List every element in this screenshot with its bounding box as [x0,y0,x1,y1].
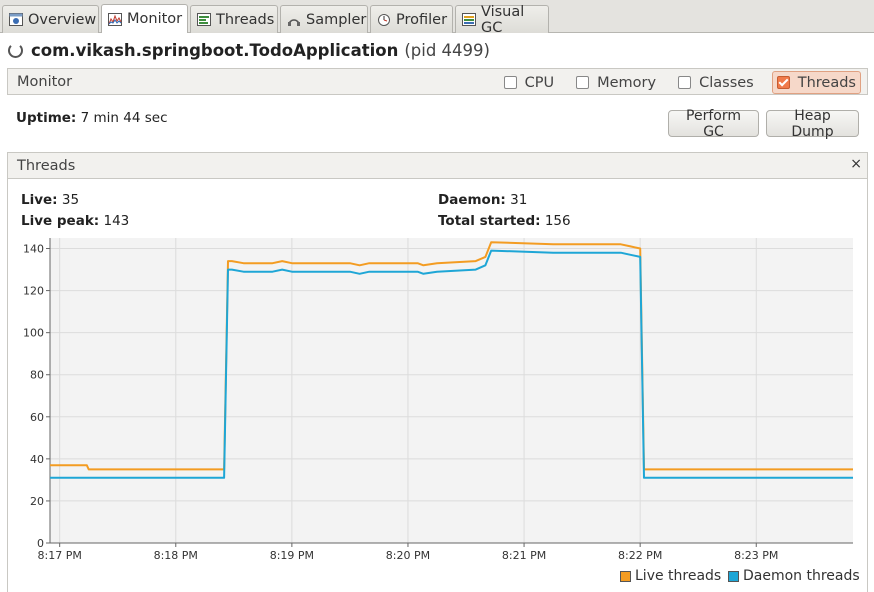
checkbox-label: CPU [524,74,555,91]
tab-overview[interactable]: Overview [2,5,99,33]
profiler-icon [378,14,390,26]
tab-sampler[interactable]: Sampler [280,5,368,33]
daemon-threads-stat: Daemon: 31 [438,192,527,208]
legend-swatch-daemon [728,570,739,582]
visual-gc-icon [462,13,476,26]
tab-visual-gc[interactable]: Visual GC [455,3,549,36]
threads-section-header: Threads × [7,152,868,179]
stat-value: 143 [103,213,130,229]
legend-swatch-live [620,570,631,582]
legend-label: Daemon threads [743,568,860,584]
legend-daemon-threads: Daemon threads [728,568,860,584]
info-icon [9,13,23,26]
checkbox-unchecked-icon [576,76,590,89]
checkbox-label: Classes [699,74,754,91]
threads-icon [197,13,211,26]
checkbox-checked-icon [776,76,790,89]
sampler-icon [288,19,300,26]
tab-strip: Overview Monitor Threads Sampler [0,0,874,36]
process-id: (pid 4499) [404,40,490,60]
stat-label: Live: [21,192,58,208]
legend-label: Live threads [635,568,722,584]
stat-label: Total started: [438,213,541,229]
checkbox-unchecked-icon [503,76,517,89]
application-title: com.vikash.springboot.TodoApplication (p… [8,38,490,62]
tab-label: Sampler [306,11,367,28]
loading-spinner-icon [8,42,23,58]
monitor-section-header: Monitor CPU Memory Classes Threads [7,68,868,95]
uptime-readout: Uptime: 7 min 44 sec [16,110,168,126]
tab-label: Visual GC [481,3,525,36]
memory-checkbox[interactable]: Memory [572,72,660,93]
threads-section-title: Threads [17,157,76,174]
checkbox-label: Memory [597,74,657,91]
perform-gc-button[interactable]: Perform GC [668,108,759,140]
tab-label: Profiler [396,11,448,28]
stat-label: Live peak: [21,213,100,229]
monitor-section-title: Monitor [17,73,73,90]
heap-dump-button[interactable]: Heap Dump [766,108,859,140]
tab-monitor[interactable]: Monitor [101,4,188,33]
stat-value: 156 [544,213,571,229]
cpu-checkbox[interactable]: CPU [500,72,558,93]
application-name: com.vikash.springboot.TodoApplication [31,40,399,60]
live-threads-stat: Live: 35 [21,192,79,208]
tab-label: Overview [28,11,97,28]
monitor-view-toggles: CPU Memory Classes Threads [486,71,861,94]
monitor-chart-icon [108,12,122,26]
threads-checkbox[interactable]: Threads [771,71,861,94]
stat-label: Daemon: [438,192,506,208]
legend-live-threads: Live threads [620,568,721,584]
tab-label: Threads [216,11,275,28]
uptime-label: Uptime: [16,110,77,126]
tab-label: Monitor [127,11,183,27]
classes-checkbox[interactable]: Classes [674,72,758,93]
threads-panel [7,152,868,592]
stat-value: 31 [510,192,528,208]
tab-threads[interactable]: Threads [190,5,278,33]
checkbox-label: Threads [797,74,856,91]
close-icon[interactable]: × [850,156,862,172]
live-peak-stat: Live peak: 143 [21,213,129,229]
checkbox-unchecked-icon [678,76,692,89]
tab-profiler[interactable]: Profiler [370,5,453,33]
total-started-stat: Total started: 156 [438,213,571,229]
uptime-value: 7 min 44 sec [80,110,168,126]
stat-value: 35 [61,192,80,208]
